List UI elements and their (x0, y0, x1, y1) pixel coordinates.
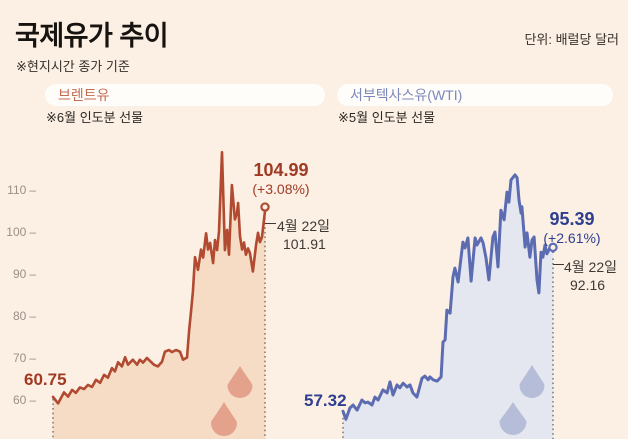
wti-marker-date: 4월 22일 (564, 259, 618, 275)
brent-latest-price: 104.99 (253, 160, 309, 180)
wti-marker-price: 92.16 (570, 277, 606, 293)
y-tick-label: 110– (7, 183, 36, 197)
basis-note: ※현지시간 종가 기준 (16, 59, 130, 74)
y-tick-mark: – (29, 393, 36, 407)
brent-latest-point-marker (260, 202, 270, 212)
y-tick-mark: – (29, 351, 36, 365)
unit-label: 단위: 배럴당 달러 (524, 32, 619, 47)
y-tick-label: 100– (6, 225, 36, 239)
brent-contract-note: ※6월 인도분 선물 (46, 110, 144, 125)
y-tick-label: 70– (12, 351, 36, 365)
wti-annotation-connector (553, 264, 564, 265)
brent-oil-droplet-icon (227, 366, 253, 398)
wti-price-line (341, 173, 555, 421)
wti-oil-droplet-icon (519, 365, 545, 398)
wti-latest-price: 95.39 (549, 209, 595, 229)
y-tick-mark: – (29, 183, 36, 197)
brent-series-badge: 브렌트유 (45, 84, 325, 106)
y-tick-mark: – (29, 267, 36, 281)
wti-series-badge: 서부텍사스유(WTI) (337, 84, 613, 106)
wti-contract-note: ※5월 인도분 선물 (338, 110, 436, 125)
y-tick-label: 90– (12, 267, 36, 281)
y-tick-label: 60– (12, 393, 36, 407)
brent-marker-price: 101.91 (283, 236, 326, 252)
brent-start-value: 60.75 (24, 370, 67, 389)
brent-change-percent: (+3.08%) (252, 181, 310, 197)
brent-marker-date: 4월 22일 (277, 218, 331, 234)
wti-change-percent: (+2.61%) (543, 230, 601, 246)
brent-oil-droplet-icon (211, 402, 237, 436)
brent-area-fill (53, 152, 265, 439)
y-tick-mark: – (29, 309, 36, 323)
y-tick-label: 80– (12, 309, 36, 323)
y-tick-mark: – (29, 225, 36, 239)
brent-annotation-connector (265, 223, 276, 224)
wti-oil-droplet-icon (499, 402, 527, 435)
wti-latest-point-marker (548, 242, 558, 253)
page-title: 국제유가 추이 (15, 21, 169, 51)
brent-price-line (51, 150, 267, 405)
wti-start-value: 57.32 (304, 391, 347, 410)
